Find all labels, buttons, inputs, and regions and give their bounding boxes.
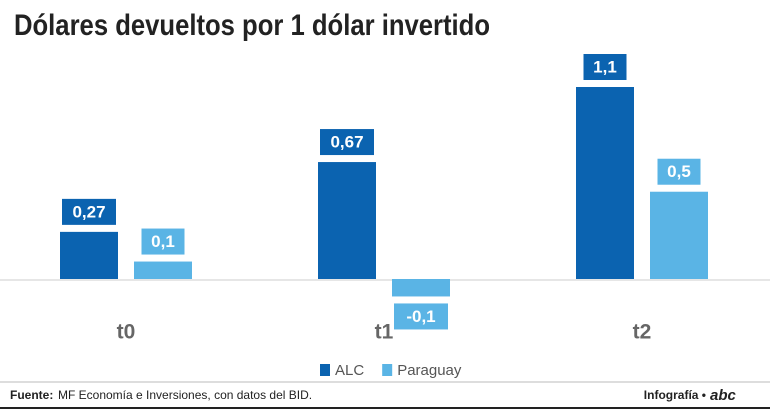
bar	[576, 87, 634, 279]
legend-label: ALC	[335, 362, 364, 379]
value-label: 0,27	[72, 202, 105, 221]
legend-label: Paraguay	[397, 362, 462, 379]
x-tick-label: t1	[375, 321, 394, 344]
chart-title: Dólares devueltos por 1 dólar invertido	[14, 9, 490, 42]
value-label-box	[583, 54, 627, 80]
bar	[650, 191, 708, 279]
value-label: 0,1	[151, 232, 175, 251]
bar	[318, 162, 376, 279]
value-label: -0,1	[406, 307, 435, 326]
legend-swatch	[382, 364, 393, 376]
source-label: Fuente:	[10, 388, 53, 402]
x-tick-label: t2	[633, 321, 652, 344]
logo: abc	[710, 387, 737, 404]
source-text: MF Economía e Inversiones, con datos del…	[58, 388, 312, 402]
value-label-box	[320, 129, 374, 156]
value-label: 0,5	[667, 162, 691, 181]
value-label: 0,67	[330, 133, 363, 152]
x-tick-label: t0	[117, 321, 136, 344]
bar	[392, 279, 450, 297]
value-label-box	[394, 303, 448, 330]
value-label-box	[657, 158, 701, 185]
bar	[60, 231, 118, 279]
value-label-box	[141, 228, 185, 255]
bar	[134, 261, 192, 279]
value-label-box	[62, 198, 116, 225]
value-label: 1,1	[593, 57, 617, 76]
legend-swatch	[320, 364, 330, 376]
credit: Infografía •	[644, 388, 706, 402]
